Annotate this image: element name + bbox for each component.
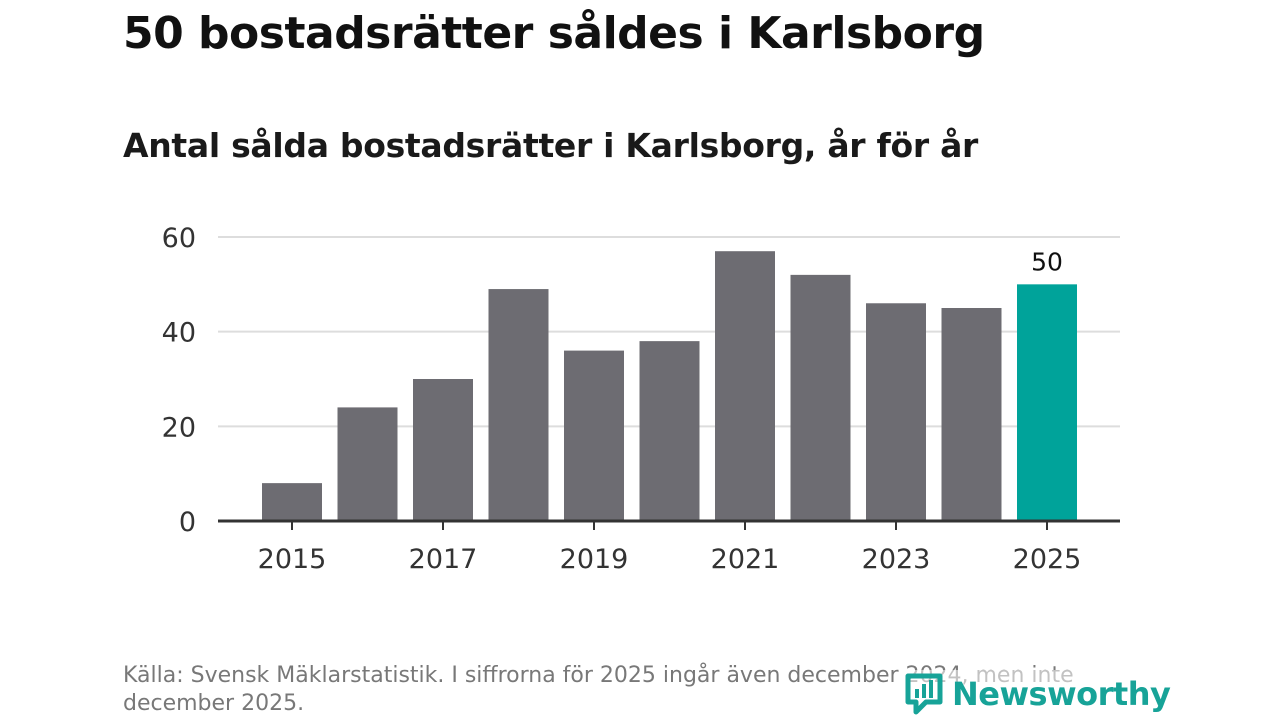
x-tick-label: 2019 [560,544,629,575]
bar-2022 [790,274,851,521]
axes [218,519,1120,530]
chart-subtitle: Antal sålda bostadsrätter i Karlsborg, å… [123,126,979,165]
x-tick-label: 2021 [711,544,780,575]
y-tick-label: 0 [179,507,196,538]
bar-2019 [564,350,624,521]
x-tick-label: 2017 [409,544,478,575]
y-tick-label: 40 [162,318,196,349]
bar-2016 [337,407,398,521]
bar-2025 [1017,284,1077,521]
bar-2020 [639,341,700,521]
bars [262,251,1077,521]
bar-2015 [262,483,322,521]
y-tick-label: 60 [162,223,196,254]
labels: 0 20 40 60 50 2015 2017 2019 2021 2023 2025 [162,223,1082,575]
bar-2017 [413,379,473,521]
x-tick-label: 2025 [1013,544,1082,575]
y-tick-label: 20 [162,412,196,443]
bar-2024 [941,308,1002,521]
x-tick-label: 2023 [862,544,931,575]
bar-2023 [866,303,926,521]
chart-title: 50 bostadsrätter såldes i Karlsborg [123,8,985,59]
x-tick-label: 2015 [258,544,327,575]
logo-text: Newsworthy [952,675,1171,713]
data-label: 50 [1031,247,1063,276]
bar-2021 [715,251,775,521]
logo-icon [905,673,943,715]
bar-2018 [488,289,549,521]
newsworthy-logo: Newsworthy [904,670,1171,718]
